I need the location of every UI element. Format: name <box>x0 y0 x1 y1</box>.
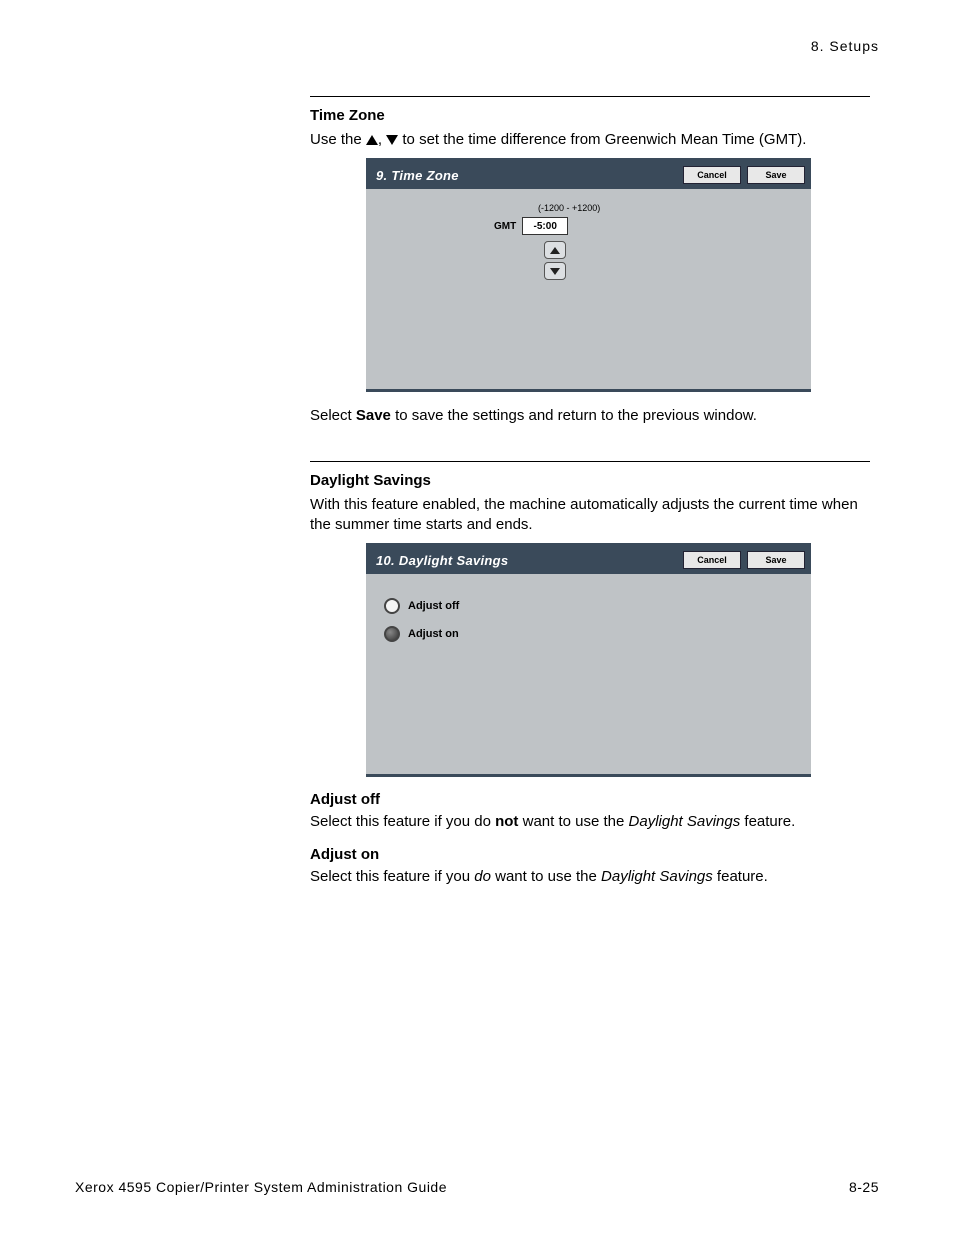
timezone-range-label: (-1200 - +1200) <box>538 203 600 213</box>
timezone-intro: Use the , to set the time difference fro… <box>310 130 870 150</box>
timezone-closing: Select Save to save the settings and ret… <box>310 406 870 426</box>
triangle-up-icon <box>366 135 378 145</box>
text: Select this feature if you <box>310 868 474 885</box>
chevron-down-icon <box>550 268 560 275</box>
text: feature. <box>713 868 768 885</box>
adjust-off-option[interactable]: Adjust off <box>384 598 459 614</box>
screenshot-titlebar: 9. Time Zone Cancel Save <box>366 161 811 189</box>
content-area: Time Zone Use the , to set the time diff… <box>310 96 870 896</box>
radio-on-icon <box>384 626 400 642</box>
text-italic: Daylight Savings <box>629 813 741 830</box>
spinner-column <box>544 241 566 280</box>
screenshot-body: Adjust off Adjust on <box>366 574 811 774</box>
section-title-timezone: Time Zone <box>310 107 870 124</box>
spin-down-button[interactable] <box>544 262 566 280</box>
footer-left: Xerox 4595 Copier/Printer System Adminis… <box>75 1179 447 1195</box>
screenshot-title: 10. Daylight Savings <box>376 553 677 568</box>
text: to save the settings and return to the p… <box>391 407 757 424</box>
daylight-screenshot: 10. Daylight Savings Cancel Save Adjust … <box>366 543 811 777</box>
cancel-button[interactable]: Cancel <box>683 166 741 184</box>
text-italic: do <box>474 868 491 885</box>
footer-right: 8-25 <box>849 1179 879 1195</box>
page-footer: Xerox 4595 Copier/Printer System Adminis… <box>75 1179 879 1195</box>
text: feature. <box>740 813 795 830</box>
radio-off-icon <box>384 598 400 614</box>
gmt-label: GMT <box>494 221 516 232</box>
spin-up-button[interactable] <box>544 241 566 259</box>
save-label: Save <box>356 407 391 424</box>
section-title-daylight: Daylight Savings <box>310 472 870 489</box>
adjust-on-heading: Adjust on <box>310 846 870 863</box>
chevron-up-icon <box>550 247 560 254</box>
text: Use the <box>310 131 366 148</box>
timezone-screenshot: 9. Time Zone Cancel Save (-1200 - +1200)… <box>366 158 811 392</box>
adjust-off-heading: Adjust off <box>310 791 870 808</box>
gmt-value: -5:00 <box>522 217 568 235</box>
text: want to use the <box>518 813 628 830</box>
page-header: 8. Setups <box>811 38 879 54</box>
screenshot-body: (-1200 - +1200) GMT -5:00 <box>366 189 811 389</box>
timezone-row: GMT -5:00 <box>494 217 568 235</box>
section-rule <box>310 461 870 462</box>
text-bold: not <box>495 813 518 830</box>
text: Select this feature if you do <box>310 813 495 830</box>
screenshot-title: 9. Time Zone <box>376 168 677 183</box>
text: , <box>378 131 386 148</box>
text-italic: Daylight Savings <box>601 868 713 885</box>
option-label: Adjust off <box>408 600 459 612</box>
text: want to use the <box>491 868 601 885</box>
triangle-down-icon <box>386 135 398 145</box>
spacer <box>310 435 870 461</box>
adjust-off-text: Select this feature if you do not want t… <box>310 812 870 832</box>
section-rule <box>310 96 870 97</box>
cancel-button[interactable]: Cancel <box>683 551 741 569</box>
option-label: Adjust on <box>408 628 459 640</box>
text: Select <box>310 407 356 424</box>
screenshot-titlebar: 10. Daylight Savings Cancel Save <box>366 546 811 574</box>
daylight-intro: With this feature enabled, the machine a… <box>310 495 870 536</box>
adjust-on-text: Select this feature if you do want to us… <box>310 867 870 887</box>
save-button[interactable]: Save <box>747 166 805 184</box>
text: to set the time difference from Greenwic… <box>398 131 806 148</box>
save-button[interactable]: Save <box>747 551 805 569</box>
adjust-on-option[interactable]: Adjust on <box>384 626 459 642</box>
